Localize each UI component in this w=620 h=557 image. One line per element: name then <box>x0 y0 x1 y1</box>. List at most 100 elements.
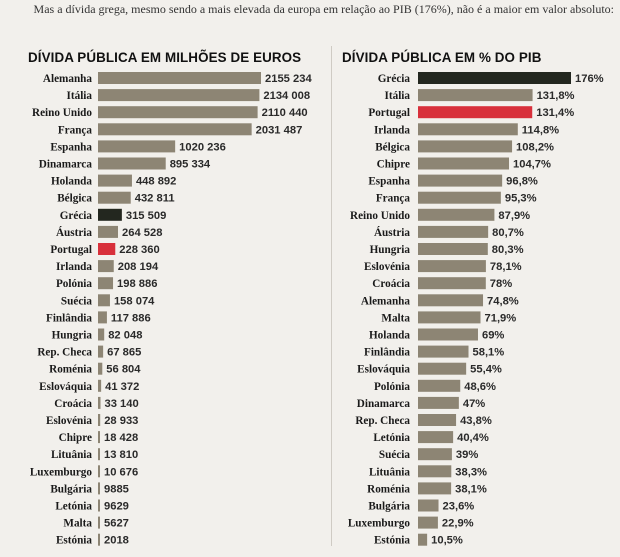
bar-reino-unido <box>98 106 258 119</box>
debt-gdp-title: DÍVIDA PÚBLICA EM % DO PIB <box>342 50 542 65</box>
bar-espanha <box>418 174 503 187</box>
value-label-belgica: 432 811 <box>135 193 175 205</box>
category-label-franca: França <box>58 124 93 136</box>
category-label-bulgaria: Bulgária <box>50 483 92 495</box>
category-label-austria: Áustria <box>56 227 92 239</box>
bar-grecia <box>98 208 122 221</box>
bar-bulgaria <box>418 499 439 512</box>
value-label-estonia: 2018 <box>104 535 129 547</box>
bar-letonia <box>98 499 100 512</box>
value-label-chipre: 18 428 <box>104 432 138 444</box>
category-label-holanda: Holanda <box>51 176 92 188</box>
value-label-portugal: 131,4% <box>536 107 574 119</box>
bar-belgica <box>418 140 513 153</box>
value-label-alemanha: 74,8% <box>487 295 519 307</box>
bar-rep-checa <box>98 345 104 358</box>
category-label-espanha: Espanha <box>50 141 92 153</box>
category-label-italia: Itália <box>67 90 93 102</box>
debt-gdp-panel: DÍVIDA PÚBLICA EM % DO PIB <box>342 50 620 68</box>
bar-grecia <box>418 72 571 84</box>
bar-eslovenia <box>418 260 486 273</box>
value-label-espanha: 96,8% <box>506 176 538 188</box>
value-label-estonia: 10,5% <box>431 535 463 547</box>
value-label-eslovaquia: 55,4% <box>470 364 502 376</box>
category-label-eslovaquia: Eslováquia <box>357 364 410 376</box>
bar-luxemburgo <box>418 516 438 529</box>
bar-estonia <box>98 533 100 546</box>
value-label-chipre: 104,7% <box>513 159 551 171</box>
category-label-chipre: Chipre <box>377 159 410 171</box>
category-label-grecia: Grécia <box>60 210 93 222</box>
value-label-bulgaria: 23,6% <box>443 501 475 513</box>
bar-holanda <box>98 174 132 187</box>
value-label-finlandia: 58,1% <box>473 347 505 359</box>
bar-malta <box>418 311 481 324</box>
category-label-estonia: Estónia <box>374 535 410 547</box>
category-label-espanha: Espanha <box>368 176 410 188</box>
bar-franca <box>98 123 252 136</box>
category-label-portugal: Portugal <box>368 107 410 119</box>
value-label-portugal: 228 360 <box>119 244 159 256</box>
bar-polonia <box>418 379 461 392</box>
bar-eslovaquia <box>418 362 467 375</box>
category-label-alemanha: Alemanha <box>43 73 93 85</box>
value-label-polonia: 198 886 <box>117 278 157 290</box>
category-label-dinamarca: Dinamarca <box>39 159 93 171</box>
category-label-holanda: Holanda <box>369 330 410 342</box>
category-label-belgica: Bélgica <box>57 193 92 205</box>
category-label-letonia: Letónia <box>55 501 92 513</box>
category-label-finlandia: Finlândia <box>46 312 92 324</box>
bar-holanda <box>418 328 478 341</box>
bar-lituania <box>98 448 100 461</box>
bar-eslovaquia <box>98 379 102 392</box>
category-label-romenia: Roménia <box>367 483 410 495</box>
category-label-austria: Áustria <box>374 227 410 239</box>
value-label-eslovenia: 78,1% <box>490 261 522 273</box>
value-label-romenia: 38,1% <box>455 483 487 495</box>
value-label-finlandia: 117 886 <box>111 312 151 324</box>
value-label-polonia: 48,6% <box>464 381 496 393</box>
bar-chipre <box>98 431 100 444</box>
bar-eslovenia <box>98 414 101 426</box>
value-label-rep-checa: 43,8% <box>460 415 492 427</box>
value-label-irlanda: 114,8% <box>522 124 559 136</box>
category-label-reino-unido: Reino Unido <box>32 107 92 119</box>
bar-estonia <box>418 533 428 546</box>
bar-irlanda <box>418 123 518 136</box>
category-label-rep-checa: Rep. Checa <box>37 347 92 359</box>
bar-letonia <box>418 431 454 444</box>
category-label-luxemburgo: Luxemburgo <box>348 518 411 530</box>
category-label-hungria: Hungria <box>370 244 411 256</box>
bar-hungria <box>418 243 488 255</box>
bar-romenia <box>418 482 452 495</box>
bar-reino-unido <box>418 208 495 221</box>
bar-italia <box>418 89 533 102</box>
value-label-rep-checa: 67 865 <box>107 347 141 359</box>
bar-franca <box>418 191 501 204</box>
bar-finlandia <box>418 345 469 358</box>
bar-belgica <box>98 191 131 204</box>
value-label-grecia: 315 509 <box>126 210 166 222</box>
bar-dinamarca <box>98 157 166 170</box>
bar-croacia <box>418 277 486 290</box>
category-label-romenia: Roménia <box>49 364 92 376</box>
value-label-irlanda: 208 194 <box>118 261 159 273</box>
value-label-eslovenia: 28 933 <box>104 415 138 427</box>
category-label-eslovenia: Eslovénia <box>364 261 410 273</box>
bar-hungria <box>98 328 105 341</box>
value-label-malta: 71,9% <box>485 312 517 324</box>
value-label-luxemburgo: 22,9% <box>442 518 474 530</box>
category-label-grecia: Grécia <box>378 73 411 85</box>
category-label-malta: Malta <box>63 518 92 530</box>
category-label-irlanda: Irlanda <box>374 124 410 136</box>
debt-euros-chart: Alemanha 2155 234 Itália 2134 008 Reino Unid… <box>30 72 312 547</box>
value-label-eslovaquia: 41 372 <box>105 381 139 393</box>
bar-alemanha <box>98 72 261 84</box>
debt-euros-title: DÍVIDA PÚBLICA EM MILHÕES DE EUROS <box>28 50 302 65</box>
category-label-suecia: Suécia <box>61 295 92 307</box>
value-label-dinamarca: 895 334 <box>170 159 211 171</box>
category-label-franca: França <box>376 193 411 205</box>
value-label-luxemburgo: 10 676 <box>104 466 138 478</box>
value-label-italia: 131,8% <box>537 90 575 102</box>
category-label-bulgaria: Bulgária <box>368 501 410 513</box>
